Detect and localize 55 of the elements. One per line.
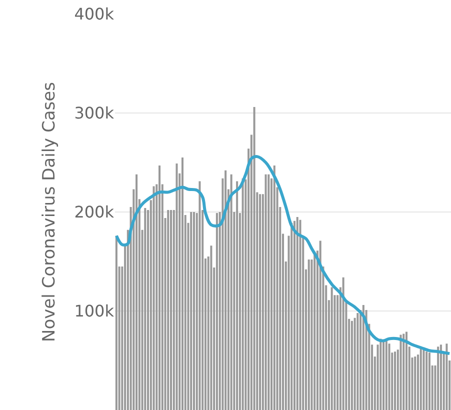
y-tick-label: 100k — [74, 302, 115, 321]
bar — [356, 312, 359, 410]
bar — [253, 107, 256, 410]
bar — [400, 334, 402, 410]
bar — [273, 165, 276, 410]
bar — [293, 220, 296, 410]
bar — [414, 356, 416, 410]
y-tick-label: 400k — [74, 4, 115, 24]
bar — [198, 181, 201, 410]
bar — [268, 174, 270, 410]
bar — [224, 170, 227, 410]
bar — [388, 344, 390, 410]
y-tick-label: 300k — [74, 104, 115, 123]
bar — [422, 348, 425, 410]
bar — [170, 210, 172, 410]
bar — [330, 287, 333, 410]
bar — [236, 181, 238, 410]
bar — [242, 178, 244, 410]
bar — [216, 212, 218, 410]
bar — [210, 246, 212, 410]
bar — [446, 344, 448, 410]
bar — [264, 174, 267, 410]
bar — [115, 236, 118, 410]
bar — [402, 334, 405, 410]
y-axis-title: Novel Coronavirus Daily Cases — [40, 82, 60, 342]
bar — [437, 346, 440, 410]
bar — [385, 340, 388, 410]
bar — [259, 194, 262, 410]
bar — [299, 220, 302, 410]
bar — [296, 216, 298, 410]
bar — [190, 212, 192, 410]
bar — [167, 210, 170, 410]
bar — [426, 352, 428, 410]
bar — [394, 352, 396, 410]
bar — [192, 212, 195, 410]
line-series — [115, 155, 451, 356]
y-tick-label: 200k — [74, 202, 115, 222]
bar — [342, 277, 344, 410]
bar — [176, 163, 178, 410]
bar — [290, 222, 293, 410]
bar — [152, 186, 155, 410]
bar — [181, 158, 184, 410]
bar — [420, 346, 422, 410]
bar — [362, 305, 364, 410]
bar — [158, 165, 161, 410]
bar — [440, 344, 442, 410]
bar — [350, 320, 353, 410]
bar — [428, 352, 430, 410]
bar — [308, 260, 310, 410]
bar — [230, 174, 232, 410]
bar — [136, 174, 138, 410]
bar — [380, 338, 382, 410]
bar — [405, 332, 408, 410]
bar — [319, 240, 322, 410]
bar — [144, 208, 146, 410]
